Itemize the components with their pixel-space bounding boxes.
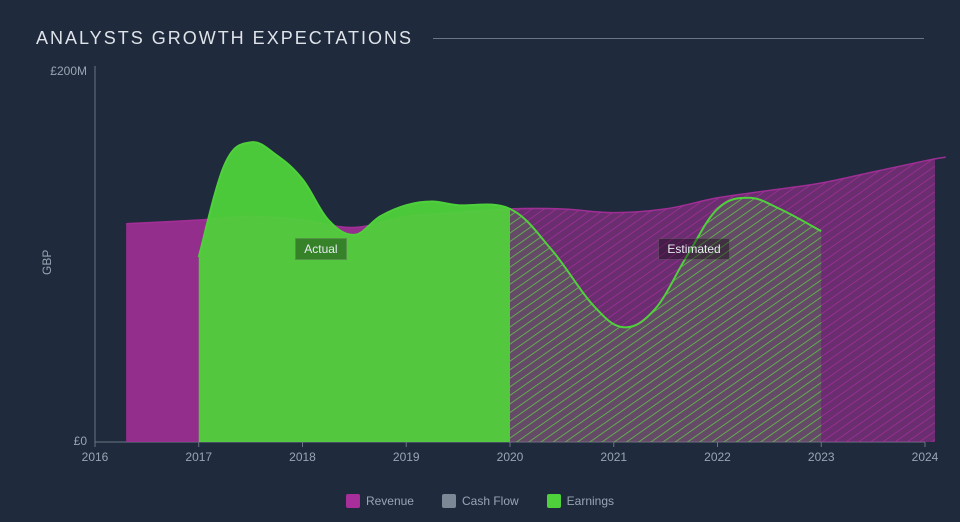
- cashflow-swatch: [442, 494, 456, 508]
- x-tick-label: 2023: [801, 450, 841, 464]
- legend-item-earnings[interactable]: Earnings: [547, 494, 614, 508]
- x-tick-label: 2019: [386, 450, 426, 464]
- chart-svg: [0, 0, 960, 522]
- x-tick-label: 2017: [179, 450, 219, 464]
- x-tick-label: 2018: [283, 450, 323, 464]
- x-tick-label: 2024: [905, 450, 945, 464]
- legend-item-cashflow[interactable]: Cash Flow: [442, 494, 519, 508]
- x-tick-label: 2022: [698, 450, 738, 464]
- y-axis-label: GBP: [40, 250, 54, 275]
- badge-estimated: Estimated: [658, 238, 729, 260]
- legend: Revenue Cash Flow Earnings: [0, 494, 960, 508]
- x-tick-label: 2021: [594, 450, 634, 464]
- earnings-swatch: [547, 494, 561, 508]
- legend-label: Earnings: [567, 494, 614, 508]
- x-tick-label: 2020: [490, 450, 530, 464]
- legend-label: Cash Flow: [462, 494, 519, 508]
- badge-actual: Actual: [295, 238, 346, 260]
- y-tick-label: £200M: [27, 64, 87, 78]
- x-tick-label: 2016: [75, 450, 115, 464]
- chart-container: { "title": "ANALYSTS GROWTH EXPECTATIONS…: [0, 0, 960, 522]
- legend-label: Revenue: [366, 494, 414, 508]
- revenue-swatch: [346, 494, 360, 508]
- legend-item-revenue[interactable]: Revenue: [346, 494, 414, 508]
- y-tick-label: £0: [27, 434, 87, 448]
